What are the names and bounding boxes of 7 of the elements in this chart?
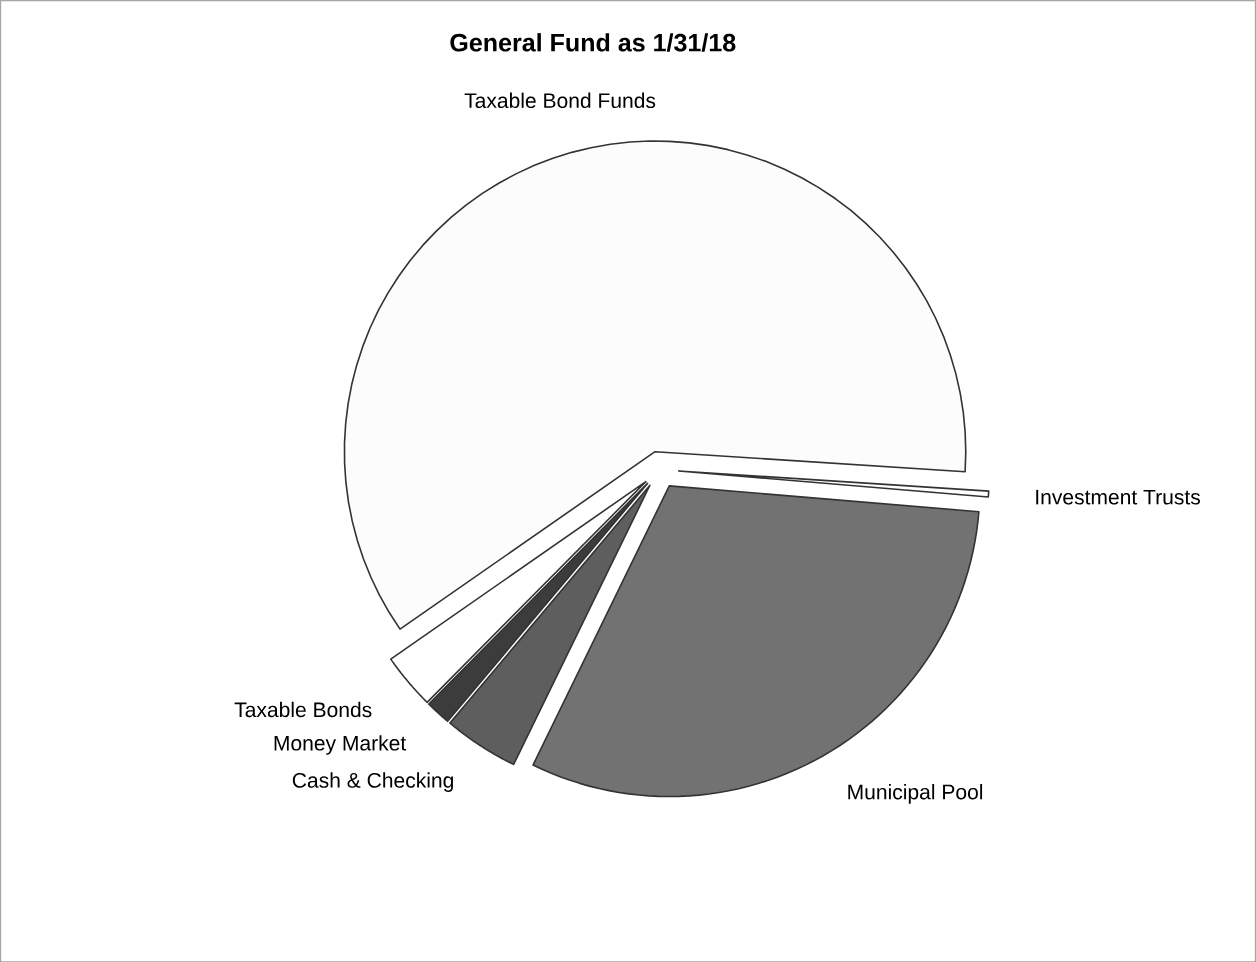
slice-label: Municipal Pool [848, 783, 983, 804]
slice-label: Taxable Bonds [234, 701, 372, 718]
chart-title: General Fund as 1/31/18 [450, 32, 736, 52]
slice-label: Taxable Bond Funds [464, 92, 656, 108]
slice-label: Money Market [274, 734, 407, 755]
slice-label: Investment Trusts [1036, 489, 1200, 505]
slice-label: Cash & Checking [292, 772, 453, 792]
